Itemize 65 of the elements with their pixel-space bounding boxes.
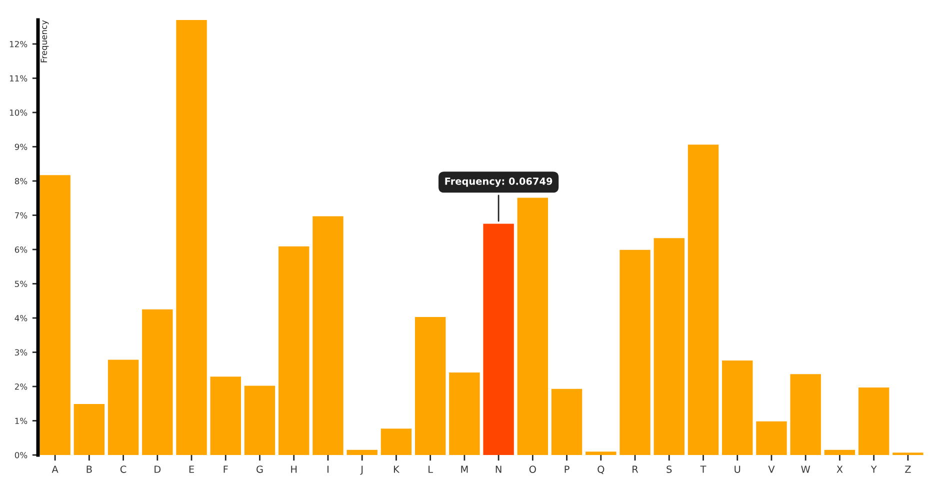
x-tick-label: Z (905, 466, 911, 473)
x-tick-label: G (256, 466, 263, 473)
y-tick-label: 3% (15, 349, 28, 356)
bar (620, 250, 650, 455)
bar (346, 450, 378, 455)
y-tick-label: 0% (14, 452, 28, 458)
bar (414, 316, 446, 455)
x-tick-label: L (428, 466, 433, 473)
y-tick-label: 1% (15, 418, 28, 424)
x-tick-label: C (120, 466, 126, 473)
annotation: Frequency: 0.06749 (445, 178, 552, 187)
bar (210, 376, 241, 455)
y-axis-title: Frequency (40, 20, 49, 62)
x-tick-label: X (836, 466, 843, 473)
bar (551, 388, 582, 455)
bar (74, 404, 105, 455)
bar (586, 452, 616, 455)
x-tick-label: H (291, 466, 297, 473)
bar (278, 246, 310, 455)
x-tick-label: D (154, 466, 161, 473)
y-tick-label: 10% (10, 109, 28, 116)
x-tick-label: M (461, 466, 468, 473)
x-tick-label: F (224, 466, 228, 473)
bar (688, 144, 719, 455)
bar (176, 20, 207, 455)
x-tick-label: W (801, 466, 810, 473)
bar (654, 238, 684, 455)
x-tick-label: P (564, 466, 570, 473)
bar (824, 450, 856, 455)
y-tick-label: 2% (14, 383, 28, 390)
x-tick-label: U (734, 466, 740, 473)
x-tick-label: N (496, 466, 502, 473)
bar (756, 421, 787, 455)
x-tick-label: B (86, 466, 92, 473)
bar (108, 360, 139, 455)
y-tick-label: 9% (14, 144, 28, 150)
y-tick-label: 5% (15, 280, 28, 288)
bar (858, 388, 890, 455)
x-tick-label: J (360, 466, 363, 475)
x-tick-label: A (52, 466, 58, 473)
bar (449, 372, 480, 455)
bar (312, 216, 344, 455)
x-tick-label: S (666, 466, 672, 473)
bar (483, 224, 514, 455)
x-tick-label: V (768, 466, 775, 473)
x-tick-label: R (632, 466, 638, 473)
x-tick-label: O (529, 466, 536, 473)
bar (380, 428, 412, 455)
y-tick-label: 6% (14, 246, 28, 253)
bar (790, 374, 821, 455)
y-tick-label: 4% (14, 314, 28, 322)
x-tick-label: T (700, 466, 706, 473)
bar (40, 175, 70, 455)
bar (142, 309, 173, 455)
x-tick-label: E (189, 466, 194, 473)
y-tick-label: 7% (15, 212, 28, 219)
y-tick-label: 11% (10, 75, 28, 82)
bar (244, 386, 276, 455)
x-tick-label: Q (598, 466, 604, 474)
x-tick-label: Y (870, 466, 877, 473)
bar (517, 198, 548, 455)
x-tick-label: K (394, 466, 400, 473)
bar (722, 360, 753, 455)
y-tick-label: 8% (14, 178, 28, 184)
y-tick-label: 12% (10, 40, 28, 48)
